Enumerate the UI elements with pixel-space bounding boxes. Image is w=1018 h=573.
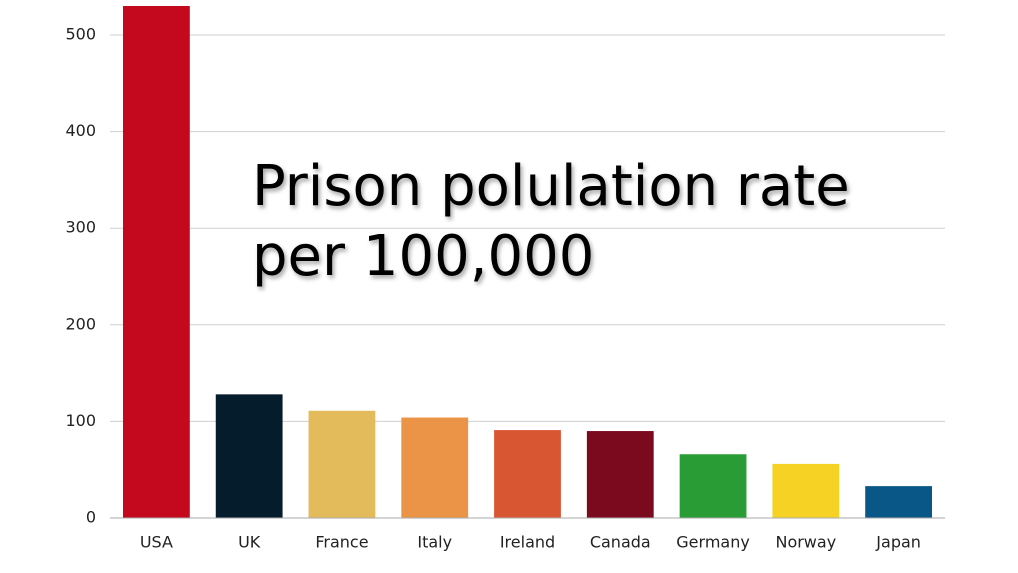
bar [308, 410, 376, 518]
x-tick-label: Canada [590, 533, 651, 552]
bar [586, 431, 654, 518]
x-tick-label: Ireland [500, 533, 555, 552]
y-tick-label: 200 [65, 314, 96, 333]
y-tick-label: 500 [65, 24, 96, 43]
x-tick-label: USA [140, 533, 173, 552]
x-tick-label: Norway [775, 533, 836, 552]
bar [215, 394, 283, 518]
y-tick-label: 100 [65, 411, 96, 430]
x-tick-label: Japan [875, 533, 921, 552]
y-tick-label: 300 [65, 218, 96, 237]
bar [122, 6, 190, 518]
x-tick-label: Italy [417, 533, 452, 552]
chart-title: Prison polulation rate per 100,000 [252, 154, 850, 289]
y-tick-label: 0 [86, 508, 96, 527]
x-tick-label: Germany [676, 533, 750, 552]
bar [772, 463, 840, 518]
bar [679, 454, 747, 518]
bar [401, 417, 469, 518]
x-tick-label: France [315, 533, 368, 552]
x-tick-label: UK [238, 533, 261, 552]
y-tick-label: 400 [65, 121, 96, 140]
bar [494, 430, 561, 518]
bar [865, 486, 933, 518]
